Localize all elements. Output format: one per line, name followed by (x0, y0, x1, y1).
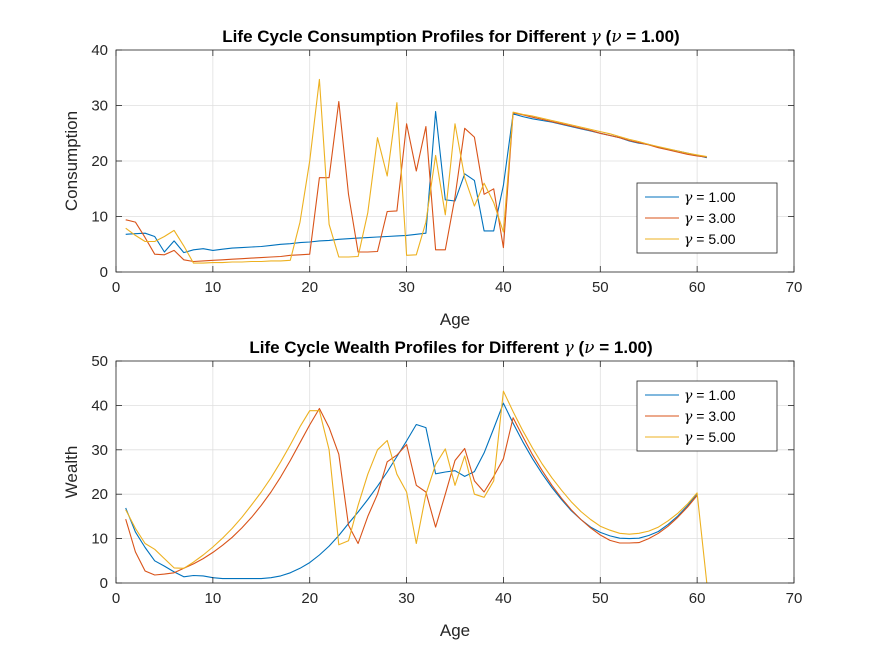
wealth-x-tick-label: 0 (112, 590, 120, 607)
wealth-y-axis-label: Wealth (62, 446, 81, 499)
consumption-y-tick-label: 40 (91, 42, 108, 59)
consumption-series-line-3 (125, 78, 707, 264)
wealth-x-tick-label: 10 (205, 590, 222, 607)
consumption-y-tick-label: 0 (100, 264, 108, 281)
wealth-x-tick-label: 20 (301, 590, 318, 607)
wealth-plot-frame (115, 360, 795, 584)
consumption-legend-label-3: γ = 5.00 (684, 231, 736, 248)
wealth-y-tick-label: 50 (91, 353, 108, 370)
consumption-y-axis-label: Consumption (62, 111, 81, 211)
wealth-y-tick-label: 40 (91, 397, 108, 414)
wealth-legend-label-1: γ = 1.00 (684, 387, 736, 404)
consumption-y-tick-label: 10 (91, 209, 108, 226)
consumption-series (125, 78, 707, 264)
wealth-x-tick-label: 30 (398, 590, 415, 607)
wealth-x-axis-label: Age (440, 621, 470, 640)
consumption-x-tick-label: 60 (689, 279, 706, 296)
consumption-x-tick-label: 50 (592, 279, 609, 296)
consumption-ticks: 0 10 20 30 40 50 60 70 0 10 20 30 40 (91, 42, 802, 296)
consumption-chart-title: Life Cycle Consumption Profiles for Diff… (222, 27, 679, 47)
consumption-x-tick-label: 70 (786, 279, 803, 296)
wealth-legend-label-3: γ = 5.00 (684, 429, 736, 446)
consumption-x-tick-label: 10 (205, 279, 222, 296)
wealth-axes: Life Cycle Wealth Profiles for Different… (62, 338, 802, 640)
consumption-legend: γ = 1.00 γ = 3.00 γ = 5.00 (636, 182, 778, 254)
wealth-legend-label-2: γ = 3.00 (684, 408, 736, 425)
consumption-x-tick-label: 0 (112, 279, 120, 296)
consumption-y-tick-label: 20 (91, 153, 108, 170)
wealth-x-tick-label: 60 (689, 590, 706, 607)
consumption-legend-label-2: γ = 3.00 (684, 210, 736, 227)
consumption-x-axis-label: Age (440, 310, 470, 329)
wealth-legend-box (636, 380, 778, 452)
wealth-ticks: 0 10 20 30 40 50 60 70 0 10 20 30 40 50 (91, 353, 802, 607)
wealth-series-line-2 (125, 407, 698, 576)
consumption-y-tick-label: 30 (91, 98, 108, 115)
wealth-x-tick-label: 70 (786, 590, 803, 607)
wealth-x-tick-label: 50 (592, 590, 609, 607)
wealth-y-tick-label: 10 (91, 531, 108, 548)
wealth-series-line-3 (125, 390, 708, 584)
wealth-y-tick-label: 30 (91, 442, 108, 459)
wealth-y-tick-label: 20 (91, 486, 108, 503)
consumption-x-tick-label: 20 (301, 279, 318, 296)
wealth-y-tick-label: 0 (100, 575, 108, 592)
wealth-x-tick-label: 40 (495, 590, 512, 607)
consumption-x-tick-label: 40 (495, 279, 512, 296)
wealth-chart-title: Life Cycle Wealth Profiles for Different… (249, 338, 652, 358)
consumption-series-line-2 (125, 101, 707, 263)
consumption-x-tick-label: 30 (398, 279, 415, 296)
consumption-legend-label-1: γ = 1.00 (684, 189, 736, 206)
wealth-series (125, 390, 708, 584)
consumption-axes: Life Cycle Consumption Profiles for Diff… (62, 27, 802, 329)
wealth-series-line-1 (125, 402, 698, 580)
wealth-legend: γ = 1.00 γ = 3.00 γ = 5.00 (636, 380, 778, 452)
